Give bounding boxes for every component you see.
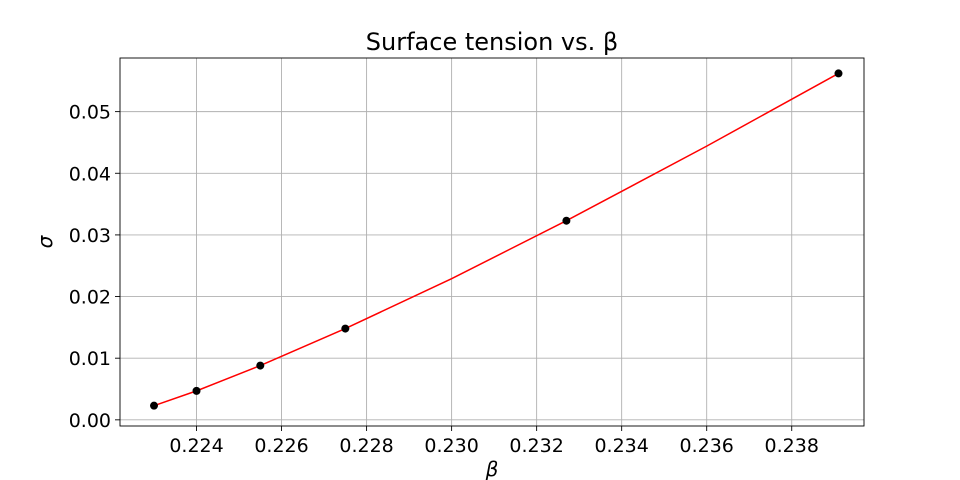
x-tick-label: 0.230 [424, 435, 478, 457]
data-point [562, 216, 571, 225]
x-tick-label: 0.238 [765, 435, 819, 457]
chart-title: Surface tension vs. β [366, 28, 618, 56]
x-tick-label: 0.228 [339, 435, 393, 457]
data-point [256, 361, 265, 370]
grid [120, 58, 864, 426]
data-points [150, 69, 843, 410]
plot-frame [119, 57, 865, 427]
x-tick-label: 0.236 [679, 435, 733, 457]
x-tick-label: 0.232 [509, 435, 563, 457]
y-axis: 0.00 0.01 0.02 0.03 0.04 0.05 [69, 102, 120, 432]
x-axis: 0.224 0.226 0.228 0.230 0.232 0.234 0.236 0.238 [169, 426, 819, 457]
x-tick-label: 0.224 [169, 435, 223, 457]
x-axis-label: β [485, 457, 499, 480]
x-tick-label: 0.234 [594, 435, 648, 457]
data-point [341, 324, 350, 333]
data-point [192, 386, 201, 395]
fit-line [153, 72, 839, 407]
y-tick-label: 0.04 [69, 163, 111, 185]
y-tick-label: 0.00 [69, 410, 111, 432]
y-tick-label: 0.05 [69, 102, 111, 124]
data-point [834, 69, 843, 78]
fit-line-group [153, 72, 839, 407]
data-point [150, 401, 159, 410]
y-tick-label: 0.02 [69, 287, 111, 309]
y-tick-label: 0.03 [69, 225, 111, 247]
x-tick-label: 0.226 [254, 435, 308, 457]
y-axis-label: σ [33, 234, 57, 248]
y-tick-label: 0.01 [69, 348, 111, 370]
